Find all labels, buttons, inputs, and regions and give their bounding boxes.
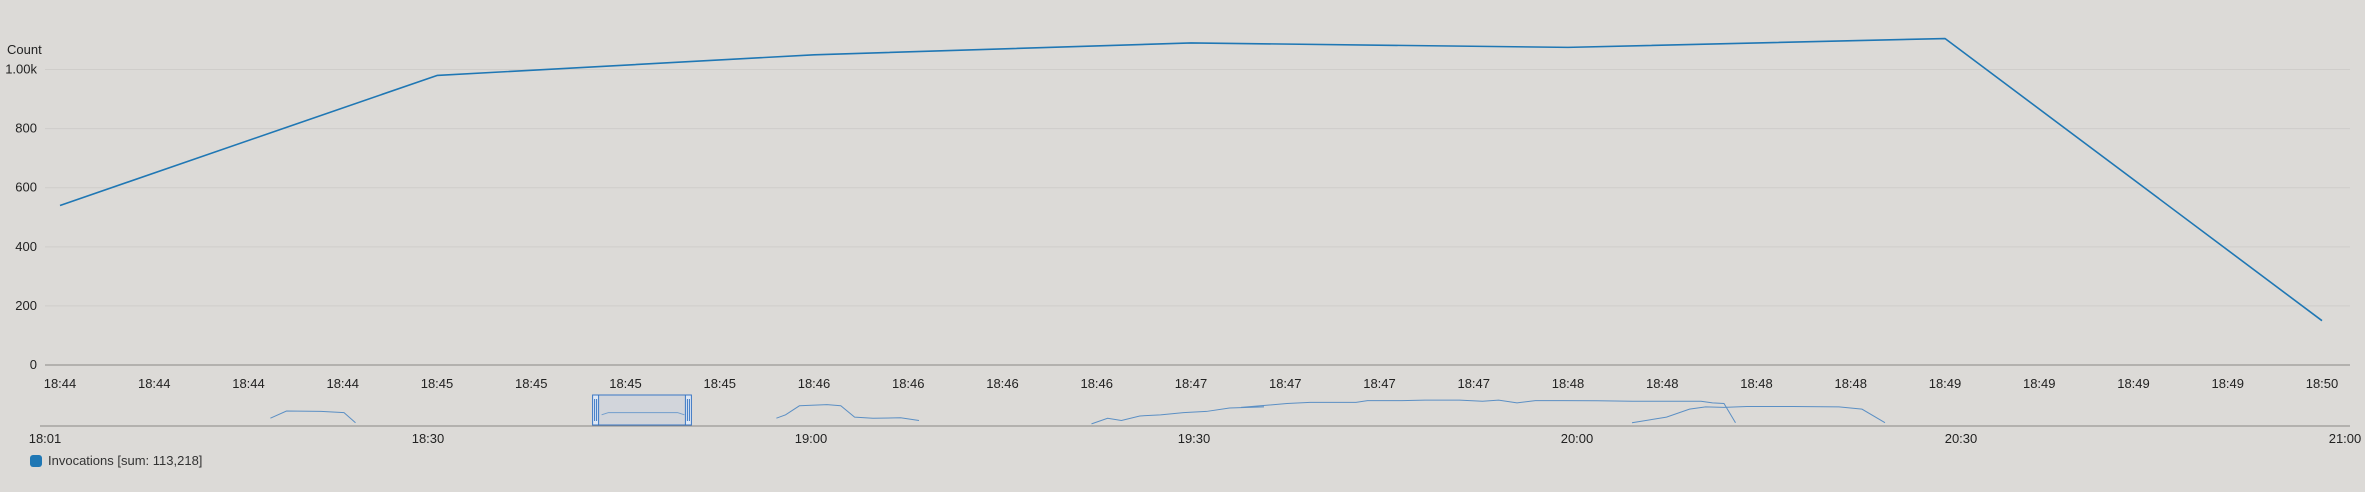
x-tick-label: 18:48: [1552, 376, 1585, 391]
navigator-selection[interactable]: [596, 395, 689, 425]
legend-label: Invocations [sum: 113,218]: [48, 453, 202, 468]
navigator-x-label: 20:00: [1561, 431, 1594, 445]
x-ticks: 18:44 18:44 18:44 18:44 18:45 18:45 18:45 18:45…: [44, 376, 2339, 391]
x-tick-label: 18:50: [2306, 376, 2339, 391]
x-tick-label: 18:46: [986, 376, 1019, 391]
x-tick-label: 18:45: [609, 376, 642, 391]
navigator-x-label: 18:01: [29, 431, 62, 445]
navigator-series-line: [776, 405, 919, 421]
y-tick-label: 400: [15, 239, 37, 254]
x-tick-label: 18:44: [44, 376, 77, 391]
x-tick-label: 18:46: [1080, 376, 1113, 391]
time-navigator[interactable]: 18:01 18:30 19:00 19:30 20:00 20:30 21:00: [29, 395, 2362, 445]
x-tick-label: 18:44: [138, 376, 171, 391]
x-tick-label: 18:48: [1740, 376, 1773, 391]
x-tick-label: 18:44: [326, 376, 359, 391]
x-tick-label: 18:49: [2023, 376, 2056, 391]
x-tick-label: 18:47: [1363, 376, 1396, 391]
navigator-x-label: 19:00: [795, 431, 828, 445]
y-tick-label: 600: [15, 180, 37, 195]
x-tick-label: 18:47: [1457, 376, 1490, 391]
x-tick-label: 18:45: [703, 376, 736, 391]
series-line-invocations: [60, 39, 2322, 321]
navigator-x-label: 20:30: [1945, 431, 1978, 445]
x-tick-label: 18:49: [2211, 376, 2244, 391]
x-tick-label: 18:44: [232, 376, 265, 391]
x-tick-label: 18:47: [1175, 376, 1208, 391]
y-tick-label: 0: [30, 357, 37, 372]
x-tick-label: 18:46: [798, 376, 831, 391]
navigator-x-label: 18:30: [412, 431, 445, 445]
x-tick-label: 18:46: [892, 376, 925, 391]
navigator-x-label: 21:00: [2329, 431, 2362, 445]
navigator-series-line: [270, 411, 355, 423]
y-axis-title: Count: [7, 42, 42, 57]
x-tick-label: 18:48: [1646, 376, 1679, 391]
x-tick-label: 18:49: [1929, 376, 1962, 391]
navigator-handle-left[interactable]: [593, 395, 599, 425]
x-tick-label: 18:48: [1834, 376, 1867, 391]
navigator-series-line: [1632, 406, 1885, 422]
x-tick-label: 18:47: [1269, 376, 1302, 391]
legend-item-invocations[interactable]: Invocations [sum: 113,218]: [30, 453, 202, 468]
series-layer: [60, 39, 2322, 321]
y-tick-label: 1.00k: [5, 62, 37, 77]
x-tick-label: 18:49: [2117, 376, 2150, 391]
x-tick-label: 18:45: [515, 376, 548, 391]
y-ticks: 0 200 400 600 800 1.00k: [5, 62, 37, 372]
navigator-series-line: [1092, 400, 1736, 424]
x-tick-label: 18:45: [421, 376, 454, 391]
navigator-handle-right[interactable]: [685, 395, 691, 425]
navigator-x-label: 19:30: [1178, 431, 1211, 445]
grid-lines: [45, 70, 2350, 365]
legend-swatch: [30, 455, 42, 467]
y-tick-label: 200: [15, 298, 37, 313]
y-tick-label: 800: [15, 121, 37, 136]
